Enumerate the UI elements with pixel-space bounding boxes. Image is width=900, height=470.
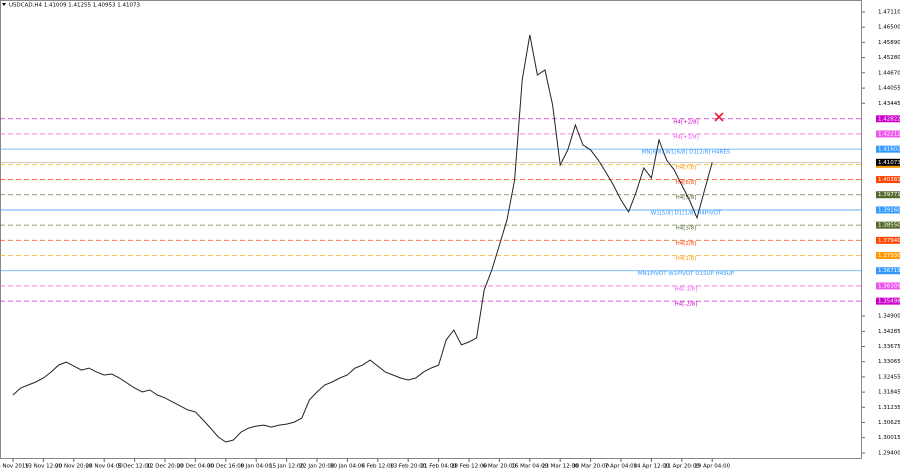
x-tick-label: 30 Jan 04:00: [330, 464, 365, 470]
level-price-label: 1.38550: [878, 223, 900, 229]
level-label: H4[5/8]: [676, 195, 697, 201]
y-tick-label: 1.47110: [878, 10, 900, 16]
level-price-tag: [876, 176, 900, 184]
y-tick-label: 1.30625: [878, 420, 900, 426]
level-label: H4[1/8]: [676, 256, 697, 262]
menu-arrow[interactable]: [2, 3, 6, 6]
y-tick-label: 1.44670: [878, 70, 900, 76]
level-price-tag: [876, 115, 900, 123]
y-tick-label: 1.33675: [878, 344, 900, 350]
level-price-tag: [876, 282, 900, 290]
level-price-label: 1.36719: [878, 268, 900, 274]
level-label: H4[+2/8]: [673, 119, 698, 125]
level-price-tag: [876, 206, 900, 214]
x-tick-label: 29 Apr 04:00: [694, 464, 730, 470]
y-tick-label: 1.45890: [878, 40, 900, 46]
level-label: H4[6/8]: [676, 180, 697, 186]
x-tick-label: 6 Feb 12:00: [362, 464, 395, 470]
y-tick-label: 1.34900: [878, 314, 900, 320]
x-tick-label: 13 Feb 20:00: [390, 464, 427, 470]
level-price-tag: [876, 191, 900, 199]
level-price-tag: [876, 252, 900, 260]
y-tick-label: 1.29400: [878, 450, 900, 456]
x-tick-label: 16 Mar 04:00: [511, 464, 548, 470]
level-price-label: 1.39160: [878, 207, 900, 213]
x-tick-label: 5 Dec 12:00: [118, 464, 152, 470]
x-tick-label: 30 Dec 16:00: [207, 464, 244, 470]
y-tick-label: 1.34285: [878, 329, 900, 335]
x-tick-label: 21 Feb 04:00: [421, 464, 458, 470]
last-price-tag: [876, 158, 900, 166]
level-price-label: 1.42822: [878, 116, 900, 122]
y-tick-label: 1.33065: [878, 359, 900, 365]
level-price-label: 1.36109: [878, 283, 900, 289]
last-price-label: 1.41073: [878, 160, 900, 166]
x-tick-label: 28 Nov 04:00: [86, 464, 124, 470]
y-tick-label: 1.44055: [878, 86, 900, 92]
level-price-label: 1.42212: [878, 131, 900, 137]
y-tick-label: 1.31235: [878, 405, 900, 411]
x-tick-label: 15 Jan 12:00: [269, 464, 304, 470]
x-tick-label: 21 Apr 20:00: [664, 464, 700, 470]
close-marker: [714, 112, 724, 122]
x-tick-label: 7 Apr 04:00: [605, 464, 638, 470]
x-tick-label: 13 Nov 12:00: [25, 464, 63, 470]
level-label: H4[7/8]: [676, 165, 697, 171]
level-label: H4[-1/8]: [675, 286, 698, 292]
level-price-tag: [876, 221, 900, 229]
level-label: H4[-2/8]: [675, 302, 698, 308]
level-price-tag: [876, 236, 900, 244]
x-tick-label: 20 Dec 04:00: [177, 464, 214, 470]
x-tick-label: 14 Apr 12:00: [633, 464, 669, 470]
price-line: [12, 34, 713, 443]
y-tick-label: 1.31845: [878, 390, 900, 396]
level-price-label: 1.37330: [878, 253, 900, 259]
level-price-tag: [876, 297, 900, 305]
y-tick-label: 1.45280: [878, 55, 900, 61]
x-tick-label: 6 Mar 20:00: [483, 464, 517, 470]
level-price-label: 1.41602: [878, 147, 900, 153]
x-tick-label: 22 Jan 20:00: [300, 464, 335, 470]
x-tick-label: 6 Nov 2019: [0, 464, 29, 470]
x-tick-label: 30 Mar 20:00: [572, 464, 609, 470]
level-label: MN[6/8] W1[6/8] D1[2/8] H4RES: [642, 150, 731, 156]
level-price-label: 1.39771: [878, 192, 900, 198]
x-tick-label: 8 Jan 04:00: [241, 464, 273, 470]
level-label: MN1PIVOT W1PIVOT D1SUP H4SUP: [638, 271, 735, 277]
x-tick-label: 23 Mar 12:00: [542, 464, 579, 470]
level-label: H4[3/8]: [676, 226, 697, 232]
level-price-label: 1.37940: [878, 238, 900, 244]
level-label: W1[5/8] D1[1/8] H4PIVOT: [651, 210, 722, 216]
level-price-tag: [876, 267, 900, 275]
x-tick-label: 20 Nov 20:00: [55, 464, 93, 470]
level-label: H4[+1/8]: [673, 134, 698, 140]
level-price-label: 1.40381: [878, 177, 900, 183]
x-tick-label: 12 Dec 20:00: [147, 464, 184, 470]
y-tick-label: 1.30015: [878, 435, 900, 441]
level-price-tag: [876, 130, 900, 138]
y-tick-label: 1.32455: [878, 374, 900, 380]
x-tick-label: 28 Feb 12:00: [451, 464, 488, 470]
y-tick-label: 1.43445: [878, 101, 900, 107]
level-label: H4[2/8]: [676, 241, 697, 247]
level-price-tag: [876, 145, 900, 153]
level-price-label: 1.35498: [878, 299, 900, 305]
chart-header: USDCAD,H4 1.41009 1.41255 1.40953 1.4107…: [9, 3, 140, 9]
plot-frame: [0, 0, 862, 459]
y-tick-label: 1.46500: [878, 25, 900, 31]
